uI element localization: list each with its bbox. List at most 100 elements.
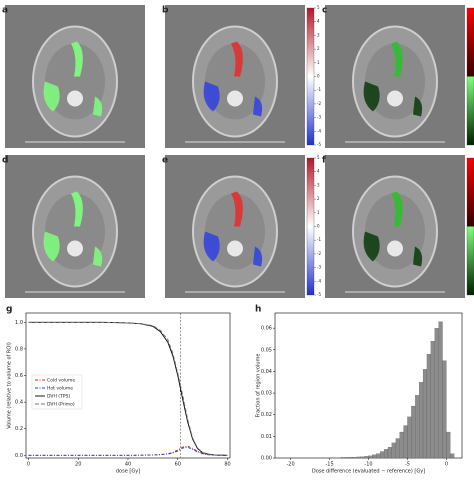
x-tick-label: -20 <box>286 462 294 468</box>
overlay <box>231 191 243 227</box>
overlay <box>43 231 60 262</box>
spine <box>67 90 83 107</box>
colorbar-tick-label: 3 <box>317 32 320 37</box>
y-tick-label: 0.2 <box>15 426 23 432</box>
y-tick-label: 0.03 <box>261 391 272 397</box>
x-tick-label: 0 <box>445 462 448 468</box>
y-tick-label: 0.05 <box>261 347 272 353</box>
spine <box>67 240 83 257</box>
x-tick-label: 0 <box>27 462 30 468</box>
colorbar-tick-label: 1 <box>317 210 320 215</box>
colorbar-tick-label: 4 <box>317 19 320 24</box>
colorbar-tick-label: 0 <box>317 224 320 229</box>
bar <box>352 457 357 459</box>
x-tick-label: -5 <box>405 462 410 468</box>
bar <box>348 457 354 459</box>
spine <box>227 240 243 257</box>
bar <box>376 453 381 459</box>
head-inner <box>205 43 265 120</box>
bar <box>391 442 396 459</box>
bar <box>380 451 385 459</box>
panel-label: a <box>2 6 8 16</box>
legend-label: Cold volume <box>47 378 75 384</box>
bar <box>356 456 361 459</box>
overlay <box>363 231 380 262</box>
bar <box>403 425 408 459</box>
colorbar-tick-label: -1 <box>317 237 321 242</box>
spine <box>387 240 403 257</box>
overlay <box>363 81 380 112</box>
overlay <box>231 41 243 77</box>
bar <box>411 405 416 459</box>
y-tick-label: 1.0 <box>15 320 23 326</box>
y-tick-label: 0.01 <box>261 434 272 440</box>
overlay <box>253 96 263 117</box>
bar <box>372 454 377 459</box>
bar <box>415 395 420 459</box>
colorbar <box>466 7 474 146</box>
panel-label: b <box>162 6 169 16</box>
bar <box>345 457 350 459</box>
y-axis-label: Fraction of region volume <box>256 354 262 418</box>
panel-label: e <box>162 156 168 166</box>
bar <box>430 341 435 459</box>
overlay <box>203 81 220 112</box>
colorbar-tick-label: -2 <box>317 251 321 256</box>
panel-label: c <box>322 6 327 16</box>
x-tick-label: -15 <box>325 462 333 468</box>
bar <box>407 416 412 459</box>
bar <box>426 354 431 459</box>
panel-label: g <box>6 305 12 315</box>
colorbar-tick-label: -3 <box>317 115 321 120</box>
overlay <box>391 191 403 227</box>
colorbar-tick-label: 3 <box>317 182 320 187</box>
overlay <box>71 41 83 77</box>
legend-label: Hot volume <box>47 386 73 392</box>
bar <box>360 456 365 459</box>
y-tick-label: 0.4 <box>15 400 23 406</box>
y-tick-label: 0.00 <box>261 456 272 462</box>
bar <box>419 382 424 459</box>
head-inner <box>205 193 265 270</box>
y-tick-label: 0.6 <box>15 373 23 379</box>
panel-label: h <box>255 305 261 315</box>
colorbar-tick-label: 5 <box>317 155 320 160</box>
head-inner <box>365 193 425 270</box>
x-tick-label: 60 <box>175 462 181 468</box>
bar <box>395 438 400 459</box>
overlay <box>413 246 423 267</box>
head-inner <box>45 193 105 270</box>
colorbar <box>466 157 474 296</box>
bar <box>383 449 389 459</box>
panel-label: d <box>2 156 8 166</box>
y-tick-label: 0.06 <box>261 326 272 332</box>
x-tick-label: 20 <box>75 462 81 468</box>
overlay <box>203 231 220 262</box>
bar <box>364 456 369 459</box>
legend-label: DVH (TPS) <box>47 394 70 400</box>
colorbar-tick-label: 2 <box>317 46 320 51</box>
overlay <box>253 246 263 267</box>
series-line <box>28 321 228 456</box>
y-tick-label: 0.04 <box>261 369 272 375</box>
colorbar-tick-label: 0 <box>317 74 320 79</box>
colorbar-tick-label: 1 <box>317 60 320 65</box>
x-tick-label: -10 <box>364 462 372 468</box>
colorbar-tick-label: -4 <box>317 128 321 133</box>
bar <box>341 457 346 459</box>
bar <box>368 455 373 459</box>
colorbar <box>306 7 315 146</box>
colorbar-tick-label: -5 <box>317 292 321 297</box>
x-axis-label: Dose difference (evaluated − reference) … <box>312 469 425 475</box>
overlay <box>93 246 103 267</box>
overlay <box>391 41 403 77</box>
colorbar-tick-label: -4 <box>317 278 321 283</box>
x-tick-label: 80 <box>224 462 230 468</box>
colorbar <box>306 157 315 296</box>
colorbar-tick-label: 2 <box>317 196 320 201</box>
bar <box>387 447 392 459</box>
y-axis-label: Volume (relative to volume of ROI) <box>7 342 13 429</box>
colorbar-tick-label: 4 <box>317 169 320 174</box>
x-axis-label: dose [Gy] <box>116 469 140 475</box>
bar <box>446 431 451 459</box>
